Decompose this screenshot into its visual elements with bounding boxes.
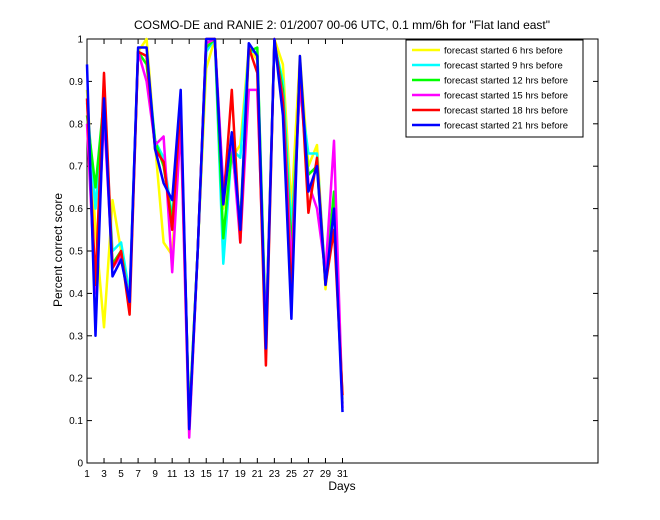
x-tick-label: 17: [218, 469, 230, 480]
legend-label: forecast started 18 hrs before: [444, 106, 568, 117]
y-tick-label: 0.4: [69, 289, 83, 300]
legend-box: [405, 39, 584, 138]
x-tick-label: 13: [184, 469, 196, 480]
x-tick-label: 25: [286, 469, 298, 480]
y-tick-label: 0.7: [69, 162, 83, 173]
x-tick-label: 29: [320, 469, 332, 480]
legend-label: forecast started 21 hrs before: [444, 121, 568, 132]
chart-title: COSMO-DE and RANIE 2: 01/2007 00-06 UTC,…: [134, 18, 550, 32]
legend-label: forecast started 12 hrs before: [444, 76, 568, 87]
y-tick-label: 0.3: [69, 331, 83, 342]
x-tick-label: 5: [118, 469, 124, 480]
axes: 1 3 5 7 9 11 13 15 17 19 21 23 25 27 29 3100.10.20.30.4…: [69, 35, 599, 480]
x-tick-label: 3: [101, 469, 107, 480]
y-tick-label: 0.6: [69, 204, 83, 215]
series-layer: [85, 37, 344, 439]
y-tick-label: 0.8: [69, 119, 83, 130]
y-tick-label: 0.2: [69, 374, 83, 385]
x-tick-label: 21: [252, 469, 264, 480]
y-axis-label: Percent correct score: [51, 193, 65, 307]
y-tick-label: 0: [77, 459, 83, 470]
x-tick-label: 31: [337, 469, 349, 480]
series-line-1: [85, 37, 344, 422]
series-line-6: [85, 37, 344, 431]
x-axis-label: Days: [328, 479, 355, 493]
legend-label: forecast started 6 hrs before: [444, 46, 563, 57]
y-tick-label: 0.1: [69, 416, 83, 427]
y-tick-label: 0.9: [69, 77, 83, 88]
legend-label: forecast started 9 hrs before: [444, 61, 563, 72]
x-tick-label: 23: [269, 469, 281, 480]
x-tick-label: 15: [201, 469, 213, 480]
x-tick-label: 27: [303, 469, 315, 480]
legend: forecast started 6 hrs before forecast st…: [405, 39, 584, 138]
x-tick-label: 7: [135, 469, 141, 480]
x-tick-label: 1: [84, 469, 90, 480]
y-tick-label: 1: [77, 35, 83, 46]
x-tick-label: 19: [235, 469, 247, 480]
x-tick-label: 11: [167, 469, 178, 480]
legend-label: forecast started 15 hrs before: [444, 91, 568, 102]
y-tick-label: 0.5: [69, 247, 83, 258]
x-tick-label: 9: [152, 469, 158, 480]
